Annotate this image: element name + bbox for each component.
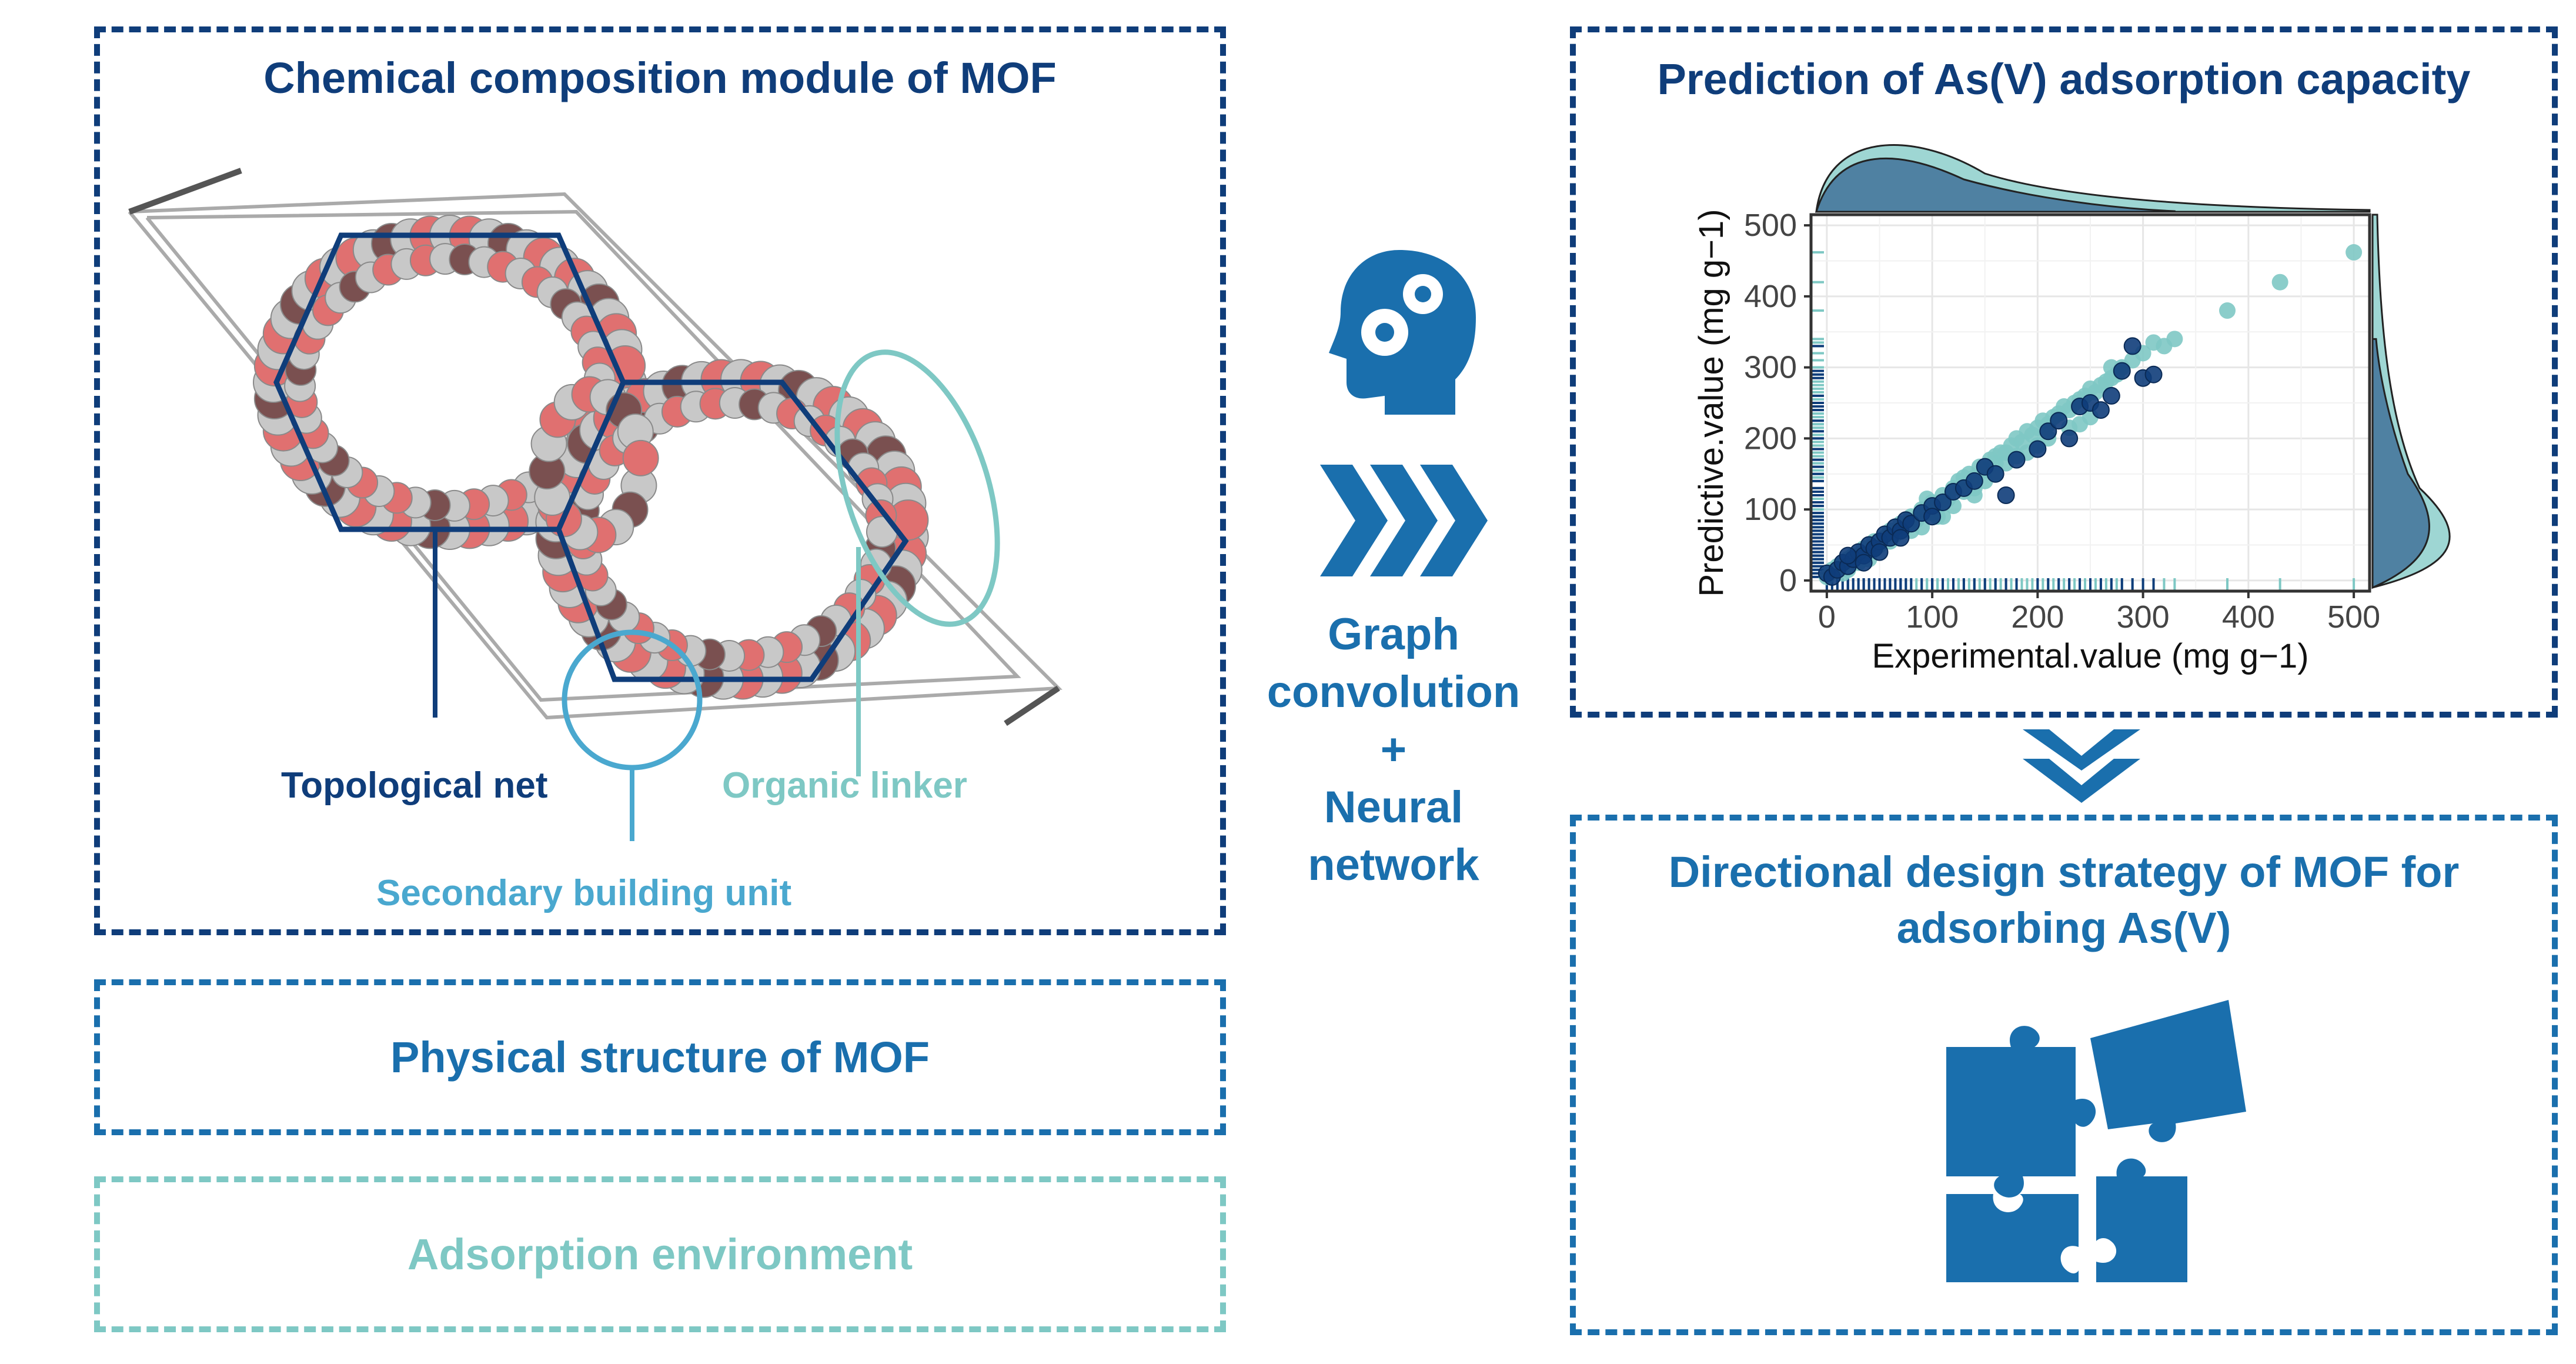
x-tick-label: 300 xyxy=(2117,599,2170,635)
data-point xyxy=(2123,337,2141,355)
data-point xyxy=(2039,422,2057,441)
method-text-line1: Graph xyxy=(1328,609,1459,659)
data-point xyxy=(2346,244,2363,261)
adsorption-environment-panel xyxy=(94,1176,1226,1332)
data-point xyxy=(1855,553,1873,572)
method-text-line5: network xyxy=(1308,840,1479,890)
topological-net-lines xyxy=(273,232,909,682)
method-text-line3: + xyxy=(1380,725,1407,775)
y-tick-label: 0 xyxy=(1779,563,1797,598)
design-panel-title-line2: adsorbing As(V) xyxy=(1896,903,2231,952)
method-text-line2: convolution xyxy=(1267,667,1521,717)
physical-structure-panel xyxy=(94,979,1226,1135)
prediction-scatter-chart: 0 100 200 300 400 500 0 100 200 300 400 500 Experime… xyxy=(1692,144,2451,675)
x-tick-label: 0 xyxy=(1818,599,1836,635)
y-tick-label: 300 xyxy=(1744,350,1797,385)
data-point xyxy=(2271,274,2288,291)
chemical-composition-panel xyxy=(94,26,1226,935)
data-point xyxy=(2072,416,2089,433)
atom-sphere xyxy=(622,439,659,476)
series-1 xyxy=(1817,337,2163,586)
y-axis-title: Predictive.value (mg g−1) xyxy=(1692,209,1730,596)
topological-net-label: Topological net xyxy=(281,765,548,806)
environment-panel-title: Adsorption environment xyxy=(407,1230,913,1279)
data-point xyxy=(2050,412,2068,430)
head-gears-icon xyxy=(1329,250,1476,415)
prediction-panel xyxy=(1570,26,2558,718)
physical-panel-title: Physical structure of MOF xyxy=(390,1033,930,1082)
organic-linker-label: Organic linker xyxy=(722,765,967,806)
data-point xyxy=(2102,386,2120,405)
data-point xyxy=(2029,440,2047,458)
puzzle-pieces-icon xyxy=(1946,1000,2246,1282)
data-point xyxy=(1997,486,2015,504)
mof-structure-illustration xyxy=(128,168,1063,841)
data-point xyxy=(2144,365,2163,383)
x-tick-label: 200 xyxy=(2011,599,2064,635)
data-point xyxy=(1986,465,2004,483)
data-point xyxy=(2113,362,2131,380)
design-strategy-panel xyxy=(1570,815,2558,1335)
data-point xyxy=(1839,546,1857,565)
data-point xyxy=(1965,472,1983,490)
chemical-panel-title: Chemical composition module of MOF xyxy=(263,54,1057,102)
right-density xyxy=(2371,214,2451,589)
data-point xyxy=(1934,493,1952,512)
data-point xyxy=(1902,515,1920,533)
method-text-line4: Neural xyxy=(1324,782,1464,832)
data-point xyxy=(2166,331,2183,348)
y-tick-label: 100 xyxy=(1744,492,1797,527)
data-point xyxy=(1923,508,1942,526)
y-tick-label: 500 xyxy=(1744,208,1797,243)
plot-frame xyxy=(1809,213,2371,593)
x-axis-title: Experimental.value (mg g−1) xyxy=(1872,637,2308,675)
data-point xyxy=(2219,302,2236,319)
data-point xyxy=(1892,529,1910,547)
triple-chevron-right-icon xyxy=(1320,465,1488,576)
x-tick-label: 500 xyxy=(2327,599,2380,635)
y-tick-label: 200 xyxy=(1744,421,1797,456)
y-tick-label: 400 xyxy=(1744,279,1797,314)
sbu-label: Secondary building unit xyxy=(376,873,792,913)
method-text: Graph convolution + Neural network xyxy=(1235,606,1552,894)
prediction-panel-title: Prediction of As(V) adsorption capacity xyxy=(1657,55,2471,104)
top-density xyxy=(1815,144,2371,213)
data-point xyxy=(2060,429,2079,448)
double-chevron-down-icon xyxy=(2023,729,2140,803)
data-point xyxy=(2091,401,2110,419)
organic-linker-ellipse xyxy=(834,349,1000,627)
design-panel-title-line1: Directional design strategy of MOF for xyxy=(1668,848,2460,896)
x-tick-label: 400 xyxy=(2222,599,2275,635)
data-point xyxy=(1870,543,1889,561)
data-point xyxy=(2007,451,2026,469)
x-tick-label: 100 xyxy=(1906,599,1959,635)
